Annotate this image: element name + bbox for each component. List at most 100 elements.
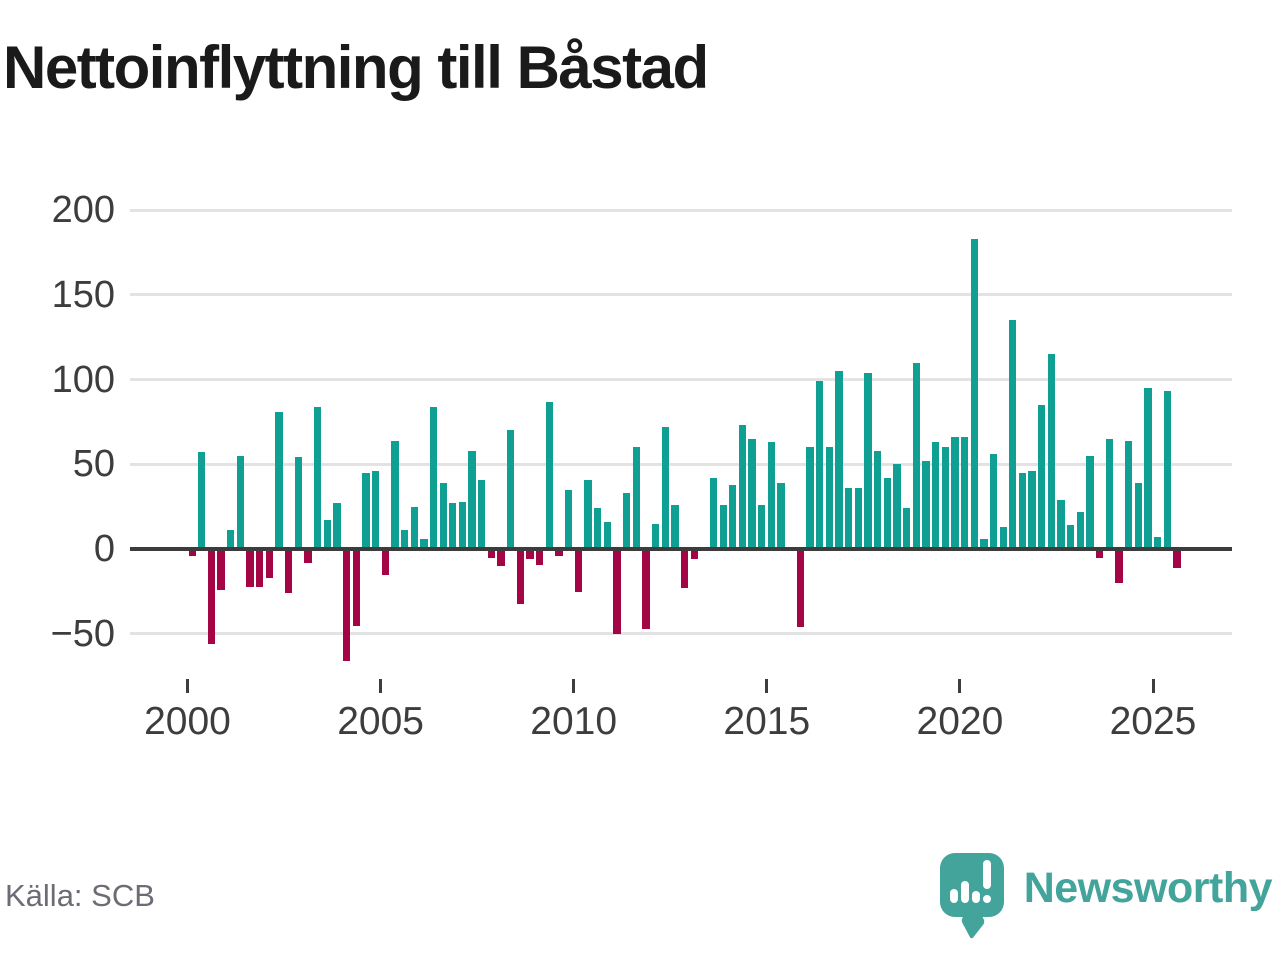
icon-bar-2: [960, 881, 969, 903]
bar: [854, 487, 862, 549]
x-axis-label: 2020: [916, 700, 1004, 743]
bar: [314, 406, 322, 549]
bar: [806, 447, 814, 549]
bar: [526, 551, 534, 560]
bar: [1134, 482, 1142, 549]
bar: [864, 372, 872, 549]
bar: [999, 526, 1007, 549]
bar: [980, 538, 988, 549]
bar: [622, 493, 631, 549]
x-axis-tick: [1151, 679, 1155, 693]
bar: [429, 406, 438, 549]
bar: [912, 362, 920, 549]
bar: [400, 530, 409, 549]
bar: [1086, 455, 1094, 549]
bar: [758, 504, 766, 549]
bar: [294, 457, 302, 549]
bar: [584, 479, 592, 549]
bar: [1173, 551, 1181, 568]
bar: [516, 551, 525, 604]
bar: [304, 551, 312, 563]
bar: [275, 411, 283, 549]
speech-bubble: [939, 853, 1004, 917]
bar: [371, 471, 380, 549]
bar: [874, 450, 882, 549]
bar: [1009, 320, 1017, 549]
x-axis-tick: [765, 679, 769, 693]
bar: [989, 454, 998, 549]
bar: [748, 438, 756, 549]
bar: [1067, 525, 1075, 549]
icon-bar-1: [949, 889, 958, 903]
newsworthy-logo: Newsworthy: [939, 850, 1273, 940]
bar: [796, 551, 805, 628]
bar: [458, 501, 467, 549]
bar: [816, 381, 824, 549]
x-axis-label: 2025: [1109, 700, 1197, 743]
bar: [960, 437, 969, 549]
bar: [1115, 551, 1123, 584]
gridline: [130, 462, 1232, 466]
gridline: [130, 632, 1232, 636]
bar: [632, 447, 640, 549]
bar: [545, 401, 554, 549]
y-axis-label: −50: [50, 612, 115, 655]
bar: [690, 551, 698, 560]
bar: [767, 442, 776, 549]
source-caption: Källa: SCB: [5, 878, 155, 913]
bar: [246, 551, 254, 587]
bar: [902, 508, 911, 549]
bar: [1105, 438, 1114, 549]
newsworthy-wordmark: Newsworthy: [1023, 864, 1273, 912]
bar: [738, 425, 747, 549]
bar: [497, 551, 505, 567]
bar: [236, 455, 245, 549]
y-axis-label: 200: [51, 189, 115, 231]
bar: [207, 551, 216, 645]
bar: [661, 426, 669, 549]
bar: [845, 487, 853, 549]
bar: [680, 551, 689, 589]
bar: [198, 452, 206, 549]
bar: [1047, 354, 1056, 549]
chart-title: Nettoinflyttning till Båstad: [3, 34, 709, 101]
bar: [941, 447, 949, 549]
y-axis-label: 150: [51, 273, 115, 316]
bar: [709, 477, 718, 549]
bar: [1038, 404, 1046, 549]
bar: [565, 489, 573, 549]
bar: [323, 520, 331, 549]
bar: [594, 508, 602, 549]
bar: [1096, 551, 1104, 558]
bar: [1144, 387, 1152, 549]
bar: [835, 371, 843, 549]
bar: [613, 551, 621, 635]
bar: [1028, 471, 1036, 549]
newsworthy-bubble-chart-icon: [939, 850, 1010, 940]
bar: [1125, 440, 1133, 549]
bar: [970, 238, 978, 549]
bar: [719, 504, 727, 549]
x-axis-label: 2005: [337, 700, 424, 743]
bar: [893, 464, 901, 549]
bar: [1018, 472, 1027, 549]
bar: [1057, 499, 1065, 549]
bar: [478, 479, 486, 549]
x-axis-label: 2015: [723, 700, 811, 743]
x-axis-tick: [958, 679, 962, 693]
bar: [352, 551, 360, 626]
bar: [439, 482, 447, 549]
gridline: [130, 293, 1232, 297]
bar: [285, 551, 293, 594]
bar: [651, 523, 660, 549]
bar: [468, 450, 476, 549]
bar: [931, 442, 940, 549]
bar: [256, 551, 264, 587]
x-axis-zero-line: [130, 547, 1232, 551]
bar: [342, 551, 351, 662]
y-axis-label: 100: [51, 358, 115, 401]
bar: [333, 503, 341, 549]
bar: [555, 551, 563, 557]
